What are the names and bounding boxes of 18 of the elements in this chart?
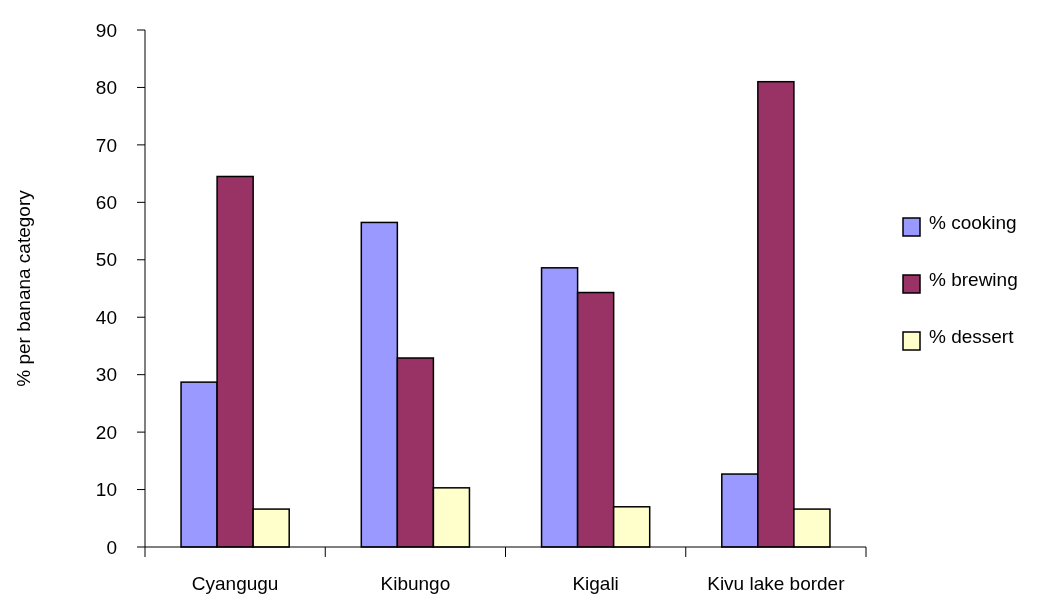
legend-label: % brewing	[929, 268, 1018, 290]
legend-label: % cooking	[929, 211, 1017, 233]
x-tick-label: Kibungo	[380, 573, 451, 594]
x-tick-label: Cyangugu	[191, 573, 279, 594]
x-tick-label: Kigali	[572, 573, 619, 594]
y-tick-label: 40	[95, 306, 117, 328]
y-tick-label: 50	[95, 249, 117, 271]
y-tick-label: 80	[95, 77, 117, 99]
legend-label: % dessert	[929, 325, 1015, 347]
y-tick-label: 20	[95, 421, 117, 443]
y-tick-label: 70	[95, 134, 117, 156]
y-axis-title: % per banana category	[13, 189, 34, 387]
x-tick-label: Kivu lake border	[707, 573, 846, 594]
y-tick-label: 10	[95, 479, 117, 501]
y-tick-label: 30	[95, 364, 117, 386]
y-tick-label: 60	[95, 191, 117, 213]
y-tick-label: 0	[106, 536, 117, 558]
y-tick-label: 90	[95, 19, 117, 41]
